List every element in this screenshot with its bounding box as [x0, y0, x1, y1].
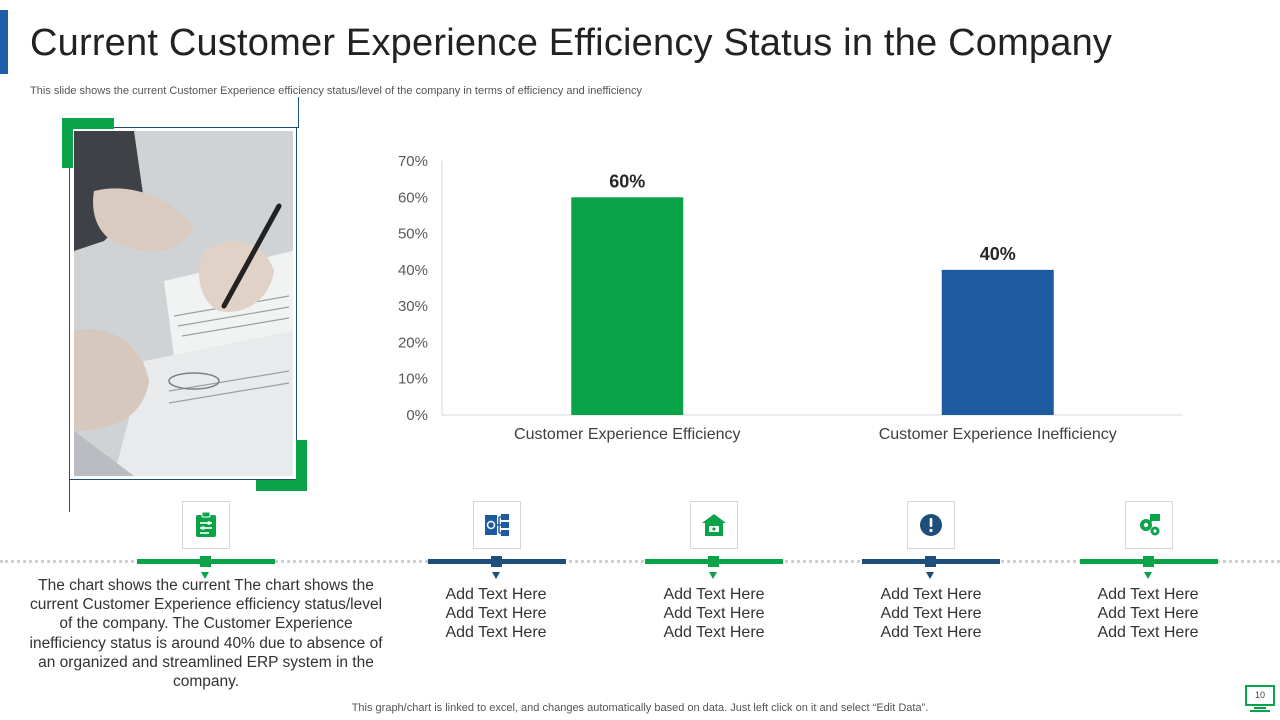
timeline-marker-5 [1143, 556, 1154, 567]
timeline-marker-2 [491, 556, 502, 567]
monitor-base [1250, 710, 1270, 712]
timeline-marker-4 [925, 556, 936, 567]
y-tick-label: 0% [406, 407, 428, 424]
y-tick-label: 70% [398, 153, 428, 170]
page-subtitle: This slide shows the current Customer Ex… [30, 85, 643, 97]
timeline-marker-1 [200, 556, 211, 567]
timeline-icon-box-4 [907, 501, 955, 549]
placeholder-text: Add Text Here [663, 586, 765, 603]
timeline-icon-box-1 [182, 501, 230, 549]
house-icon [702, 514, 726, 536]
flowchart-icon [485, 514, 509, 536]
bar-2 [941, 269, 1054, 415]
placeholder-text: Add Text Here [1097, 624, 1199, 641]
placeholder-text: Add Text Here [663, 605, 765, 622]
x-tick-label: Customer Experience Efficiency [514, 426, 740, 443]
footer-note: This graph/chart is linked to excel, and… [351, 702, 929, 714]
efficiency-bar-chart[interactable]: 0% 10% 20% 30% 40% 50% 60% 70% 60% Customer Exper… [380, 150, 1200, 450]
timeline-pointer-4 [926, 572, 934, 579]
clipboard-icon [196, 512, 216, 537]
placeholder-text: Add Text Here [1097, 605, 1199, 622]
frame-line [298, 97, 299, 128]
timeline-dotted-line [0, 560, 1280, 563]
timeline-pointer-2 [492, 572, 500, 579]
placeholder-text: Add Text Here [880, 624, 982, 641]
frame-corner-accent [62, 118, 73, 168]
exclamation-icon [920, 514, 942, 536]
timeline-text-4: Add Text Here Add Text Here Add Text Her… [846, 585, 1016, 642]
frame-line [69, 127, 70, 512]
x-tick-label: Customer Experience Inefficiency [879, 426, 1117, 443]
y-tick-label: 20% [398, 334, 428, 351]
timeline-pointer-1 [201, 572, 209, 579]
business-photo [74, 131, 293, 476]
monitor-stand [1254, 707, 1266, 709]
timeline-icon-box-2 [473, 501, 521, 549]
placeholder-text: Add Text Here [880, 586, 982, 603]
frame-corner-accent [62, 118, 114, 129]
placeholder-text: Add Text Here [880, 605, 982, 622]
y-tick-label: 10% [398, 371, 428, 388]
timeline-icon-box-5 [1125, 501, 1173, 549]
frame-corner-accent [256, 480, 307, 491]
placeholder-text: Add Text Here [1097, 586, 1199, 603]
page-number: 10 [1245, 685, 1275, 706]
hands-writing-illustration [74, 131, 293, 476]
title-accent-bar [0, 10, 8, 74]
chart-description: The chart shows the current The chart sh… [29, 577, 383, 691]
timeline-text-5: Add Text Here Add Text Here Add Text Her… [1063, 585, 1233, 642]
y-tick-label: 50% [398, 226, 428, 243]
timeline-marker-3 [708, 556, 719, 567]
gear-network-icon [1140, 514, 1160, 536]
data-label: 60% [609, 171, 645, 191]
timeline-icon-box-3 [690, 501, 738, 549]
data-label: 40% [980, 244, 1016, 264]
page-number-badge: 10 [1244, 684, 1276, 714]
placeholder-text: Add Text Here [445, 624, 547, 641]
frame-line [69, 479, 297, 480]
timeline-pointer-5 [1144, 572, 1152, 579]
y-tick-label: 30% [398, 298, 428, 315]
frame-corner-accent [296, 440, 307, 491]
timeline-text-3: Add Text Here Add Text Here Add Text Her… [629, 585, 799, 642]
timeline-pointer-3 [709, 572, 717, 579]
placeholder-text: Add Text Here [663, 624, 765, 641]
frame-line [296, 128, 297, 480]
placeholder-text: Add Text Here [445, 586, 547, 603]
y-tick-label: 40% [398, 262, 428, 279]
frame-line [110, 127, 299, 128]
bar-1 [571, 197, 684, 415]
y-tick-label: 60% [398, 189, 428, 206]
page-title: Current Customer Experience Efficiency S… [30, 22, 1113, 64]
placeholder-text: Add Text Here [445, 605, 547, 622]
timeline-text-2: Add Text Here Add Text Here Add Text Her… [411, 585, 581, 642]
